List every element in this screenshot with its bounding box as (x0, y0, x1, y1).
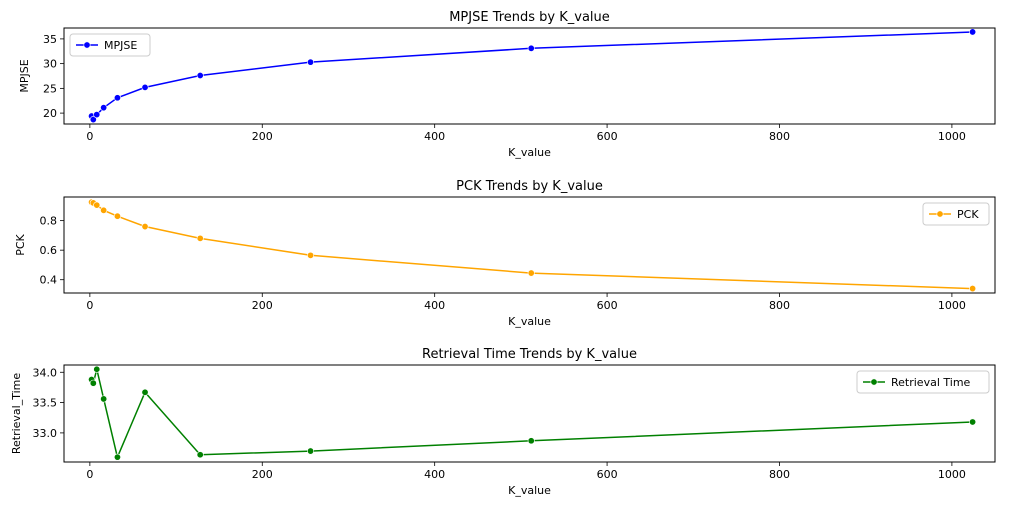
y-tick-label: 33.5 (33, 397, 58, 410)
data-point (113, 212, 121, 220)
x-tick-label: 600 (597, 130, 618, 143)
legend-box (856, 370, 990, 394)
panel-pck: PCK Trends by K_value 0 200 400 600 800 1000 0.… (14, 179, 996, 328)
data-point (100, 104, 108, 112)
data-point (100, 395, 108, 403)
x-tick-label: 200 (252, 468, 273, 481)
data-point (141, 223, 149, 231)
x-tick-label: 400 (424, 468, 445, 481)
legend-marker (936, 210, 944, 218)
data-point (113, 453, 121, 461)
data-point (93, 111, 101, 119)
legend-box (69, 33, 151, 57)
y-tick-label: 35 (43, 33, 57, 46)
plot-frame (63, 27, 996, 125)
y-tick-label: 0.6 (40, 244, 58, 257)
data-point (196, 234, 204, 242)
data-point (141, 388, 149, 396)
data-point (969, 285, 977, 293)
legend-marker (870, 378, 878, 386)
y-tick-label: 25 (43, 82, 57, 95)
data-point (969, 28, 977, 36)
x-tick-label: 1000 (938, 130, 966, 143)
y-tick-label: 34.0 (33, 366, 58, 379)
x-axis-label: K_value (508, 484, 551, 497)
legend-box (922, 202, 990, 226)
legend-label: MPJSE (104, 39, 137, 52)
x-tick-label: 400 (424, 299, 445, 312)
y-tick-label: 0.4 (40, 274, 58, 287)
legend: PCK (922, 202, 990, 226)
y-tick-label: 0.8 (40, 215, 58, 228)
data-point (307, 251, 315, 259)
data-point (307, 58, 315, 66)
legend: Retrieval Time (856, 370, 990, 394)
chart-title: MPJSE Trends by K_value (449, 10, 610, 25)
panel-retrieval-time: Retrieval Time Trends by K_value 0 200 400 6… (10, 347, 996, 497)
chart-title: Retrieval Time Trends by K_value (422, 347, 637, 362)
data-point (527, 269, 535, 277)
x-tick-label: 200 (252, 299, 273, 312)
y-axis-label: Retrieval_Time (10, 373, 23, 455)
x-tick-label: 400 (424, 130, 445, 143)
legend: MPJSE (69, 33, 151, 57)
x-tick-label: 800 (769, 299, 790, 312)
legend-label: PCK (957, 208, 979, 221)
data-point (93, 201, 101, 209)
y-tick-label: 33.0 (33, 427, 58, 440)
x-tick-label: 600 (597, 468, 618, 481)
data-point (113, 94, 121, 102)
data-point (196, 451, 204, 459)
y-tick-label: 20 (43, 107, 57, 120)
y-axis-label: MPJSE (18, 59, 31, 92)
y-axis-label: PCK (14, 233, 27, 255)
plot-frame (63, 364, 996, 463)
x-tick-label: 1000 (938, 299, 966, 312)
data-point (141, 83, 149, 91)
x-axis-label: K_value (508, 315, 551, 328)
chart-title: PCK Trends by K_value (456, 179, 603, 194)
legend-marker (83, 41, 91, 49)
data-point (527, 437, 535, 445)
x-tick-label: 1000 (938, 468, 966, 481)
data-point (89, 379, 97, 387)
data-point (100, 206, 108, 214)
panel-mpjse: MPJSE Trends by K_value 0 200 400 600 800 1000… (18, 10, 996, 159)
x-tick-label: 800 (769, 130, 790, 143)
x-tick-label: 800 (769, 468, 790, 481)
data-point (196, 72, 204, 80)
x-axis-label: K_value (508, 146, 551, 159)
y-tick-label: 30 (43, 58, 57, 71)
plot-frame (63, 196, 996, 294)
data-point (93, 365, 101, 373)
series-line-retrieval-time (90, 369, 973, 460)
x-tick-label: 0 (86, 130, 93, 143)
data-point (89, 116, 97, 124)
x-tick-label: 200 (252, 130, 273, 143)
x-tick-label: 0 (86, 299, 93, 312)
data-point (527, 44, 535, 52)
data-point (969, 418, 977, 426)
data-point (307, 447, 315, 455)
legend-label: Retrieval Time (891, 376, 971, 389)
x-tick-label: 0 (86, 468, 93, 481)
x-tick-label: 600 (597, 299, 618, 312)
